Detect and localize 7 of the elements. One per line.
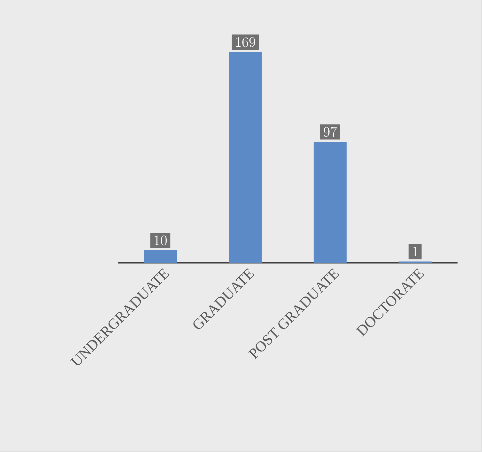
data-label: 1 (413, 247, 418, 257)
bar (314, 142, 347, 263)
bar (144, 250, 178, 263)
bar (229, 52, 262, 263)
data-label: 10 (154, 236, 167, 246)
data-label: 169 (236, 37, 256, 48)
data-label: 97 (324, 127, 338, 138)
